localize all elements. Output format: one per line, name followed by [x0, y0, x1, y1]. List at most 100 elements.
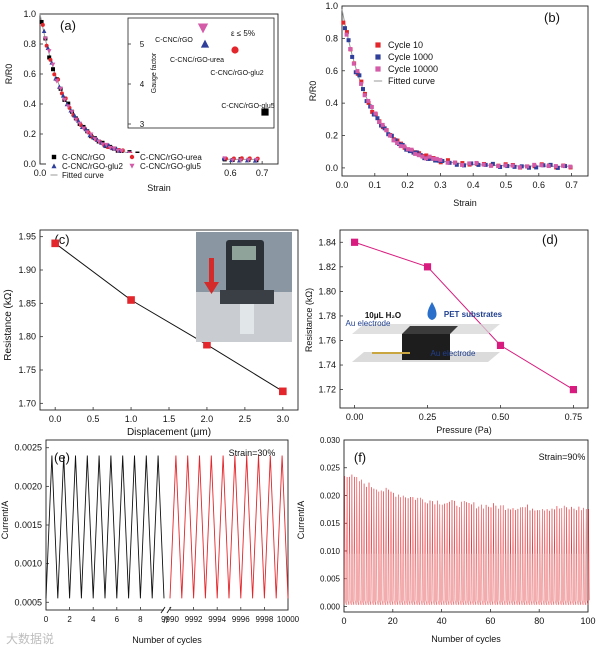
panel-c-line — [54, 242, 284, 392]
panel-e-ytick-label: 0.0005 — [14, 597, 42, 607]
panel-b-point-Cycle 10000 — [369, 104, 374, 109]
panel-a-point-C-CNC/rGO-glu5 — [96, 139, 102, 145]
panel-b-point-Cycle 10000 — [391, 138, 396, 143]
panel-a-point-C-CNC/rGO-glu5 — [115, 148, 121, 154]
panel-f-ytick-label: 0.010 — [320, 547, 341, 556]
panel-a-legend-marker — [129, 154, 135, 160]
panel-b-xtick-label: 0.3 — [434, 180, 447, 190]
panel-a-point-C-CNC/rGO-glu2 — [41, 28, 47, 33]
panel-b-point-Cycle 10000 — [405, 147, 410, 152]
panel-e-ytick-label: 0.0025 — [14, 443, 42, 453]
panel-f-series-current — [343, 474, 590, 605]
panel-b-legend-marker — [375, 54, 381, 60]
panel-b-xtick-label: 0.7 — [565, 180, 578, 190]
panel-a-ytick-label: 1.0 — [23, 9, 36, 19]
panel-b-point-Cycle 10000 — [409, 147, 414, 152]
panel-a-inset-ylabel: Gauge factor — [151, 52, 158, 93]
panel-e-xtick-label: 10000 — [277, 615, 300, 624]
panel-e-xlabel: Number of cycles — [132, 635, 202, 645]
panel-d-ytick-label: 1.84 — [318, 237, 336, 247]
panel-e-axis-break-mark — [160, 606, 166, 614]
panel-b-ytick-label: 0.4 — [325, 98, 338, 108]
panel-a-point-C-CNC/rGO-glu5 — [88, 132, 94, 137]
panel-b-point-Cycle 10000 — [373, 111, 378, 116]
panel-e-xtick-label: 9994 — [208, 615, 226, 624]
panel-b-xlabel: Strain — [453, 198, 477, 208]
panel-e-ytick-label: 0.0020 — [14, 481, 42, 491]
panel-a-inset-point-label: C-CNC/rGO-urea — [170, 57, 224, 64]
panel-d-annotation-electrode-top: Au electrode — [346, 319, 391, 328]
panel-b-point-Cycle 10000 — [452, 160, 457, 165]
panel-a-legend-label: C-CNC/rGO-glu2 — [62, 162, 123, 171]
panel-b-point-Cycle 10000 — [384, 128, 389, 133]
panel-c-ytick-label: 1.70 — [18, 398, 36, 408]
panel-b-point-Cycle 10000 — [474, 160, 479, 165]
panel-c-ytick-label: 1.95 — [18, 232, 36, 242]
panel-a-legend-marker — [51, 154, 57, 160]
panel-a-point-C-CNC/rGO-glu2 — [60, 93, 66, 98]
panel-a-ytick-label: 0.2 — [23, 129, 36, 139]
panel-b-point-Cycle 10000 — [434, 156, 439, 161]
panel-b-point-Cycle 10000 — [524, 164, 529, 169]
panel-b-point-Cycle 10000 — [481, 162, 486, 167]
panel-d-ytick-label: 1.82 — [318, 262, 336, 272]
panel-b-frame — [341, 5, 589, 177]
panel-b-point-Cycle 10000 — [510, 163, 515, 168]
panel-a-inset-point — [200, 39, 210, 48]
panel-e-note: Strain=30% — [229, 448, 276, 458]
panel-b-xtick-label: 0.1 — [369, 180, 382, 190]
panel-d-ytick-label: 1.76 — [318, 335, 336, 345]
panel-d-ytick-label: 1.80 — [318, 286, 336, 296]
panel-d-film-top — [402, 326, 458, 334]
panel-b-point-Cycle 10000 — [359, 81, 364, 86]
panel-a-inset-point — [231, 46, 239, 54]
panel-a-point-C-CNC/rGO-glu5 — [104, 142, 109, 148]
panel-a-point-C-CNC/rGO-urea — [52, 72, 57, 77]
panel-a-tag: (a) — [60, 18, 76, 33]
panel-f-ylabel: Current/A — [296, 501, 306, 540]
panel-b-point-Cycle 10000 — [488, 163, 493, 168]
panel-b-point-Cycle 10000 — [413, 151, 418, 156]
panel-a-point-C-CNC/rGO-glu5 — [43, 36, 48, 42]
panel-a-point-C-CNC/rGO-glu5 — [50, 62, 56, 67]
panel-c-xlabel: Displacement (μm) — [127, 427, 211, 438]
panel-d-film — [402, 334, 450, 360]
panel-c-ytick-label: 1.80 — [18, 332, 36, 342]
panel-d-xtick-label: 0.25 — [419, 412, 437, 422]
panel-b-point-Cycle 10000 — [398, 144, 403, 149]
panel-a-legend-bg — [46, 153, 222, 183]
panel-f-xtick-label: 0 — [341, 616, 346, 626]
panel-e-tag: (e) — [54, 450, 70, 465]
panel-b-point-Cycle 10000 — [445, 160, 450, 165]
panel-a-point-C-CNC/rGO-glu2 — [45, 45, 51, 51]
panel-e-xtick-label: 9990 — [161, 615, 179, 624]
panel-c-ytick-label: 1.75 — [18, 365, 36, 375]
panel-b-legend-label: Cycle 10 — [388, 40, 423, 50]
panel-a-xtick-label: 0.6 — [224, 168, 237, 178]
panel-b-ytick-label: 0.8 — [325, 33, 338, 43]
panel-a-point-C-CNC/rGO-glu5 — [81, 126, 86, 131]
panel-b-point-Cycle 10000 — [351, 61, 356, 66]
panel-e-xtick-label: 8 — [138, 615, 143, 624]
panel-e-xtick-label: 9992 — [185, 615, 203, 624]
panel-c-photo-arrow-head — [204, 282, 219, 294]
panel-b-xtick-label: 0.2 — [401, 180, 414, 190]
panel-a-inset-frame — [127, 17, 275, 129]
panel-b-tag: (b) — [544, 10, 560, 25]
panel-f-note: Strain=90% — [539, 452, 586, 462]
panel-a-point-C-CNC/rGO-glu2 — [76, 118, 81, 123]
panel-d-point — [423, 263, 432, 271]
panel-e-xtick-label: 2 — [67, 615, 72, 624]
panel-a-point-C-CNC/rGO-glu5 — [46, 49, 52, 54]
panel-f-ytick-label: 0.025 — [320, 464, 341, 473]
panel-f-xlabel: Number of cycles — [431, 634, 501, 644]
panel-a-point-C-CNC/rGO-glu2 — [72, 113, 77, 118]
panel-b-point-Cycle 10000 — [553, 164, 558, 169]
panel-b-legend-marker — [375, 42, 381, 48]
panel-f-xtick-label: 100 — [580, 616, 595, 626]
panel-a-inset-note: ε ≤ 5% — [231, 29, 255, 38]
panel-b-point-Cycle 1000 — [375, 116, 380, 121]
panel-d-line — [354, 241, 574, 391]
panel-b-point-Cycle 10000 — [467, 161, 472, 166]
panel-c-photo-sample — [240, 304, 254, 334]
